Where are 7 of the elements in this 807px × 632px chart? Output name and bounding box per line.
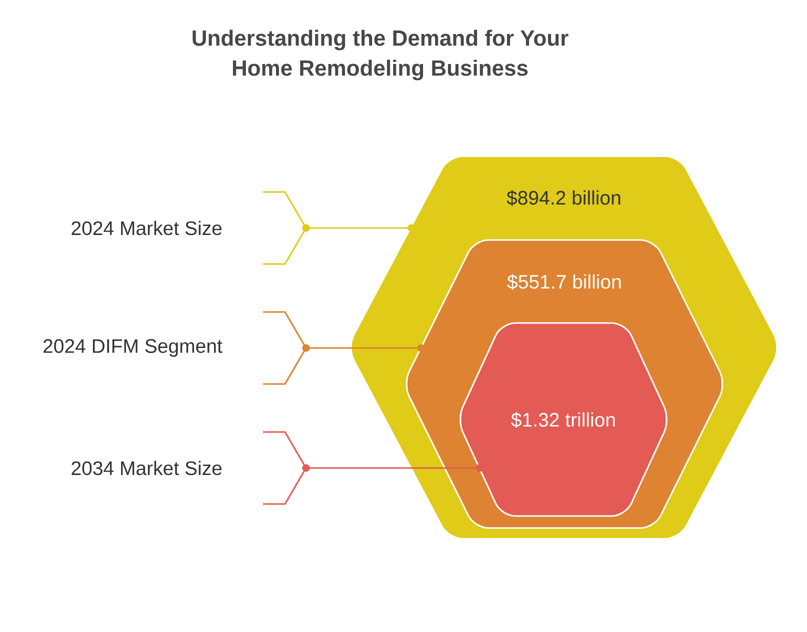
data-label: $551.7 billion (507, 274, 621, 290)
category-label: 2024 Market Size (72, 220, 222, 236)
category-label: 2024 DIFM Segment (44, 339, 222, 357)
data-label: $1.32 trillion (511, 412, 615, 428)
data-label: $894.2 billion (506, 190, 620, 206)
text: Understanding the Demand for Your Home Remodeling Business (192, 30, 568, 80)
category-label: 2034 Market Size (72, 460, 222, 476)
